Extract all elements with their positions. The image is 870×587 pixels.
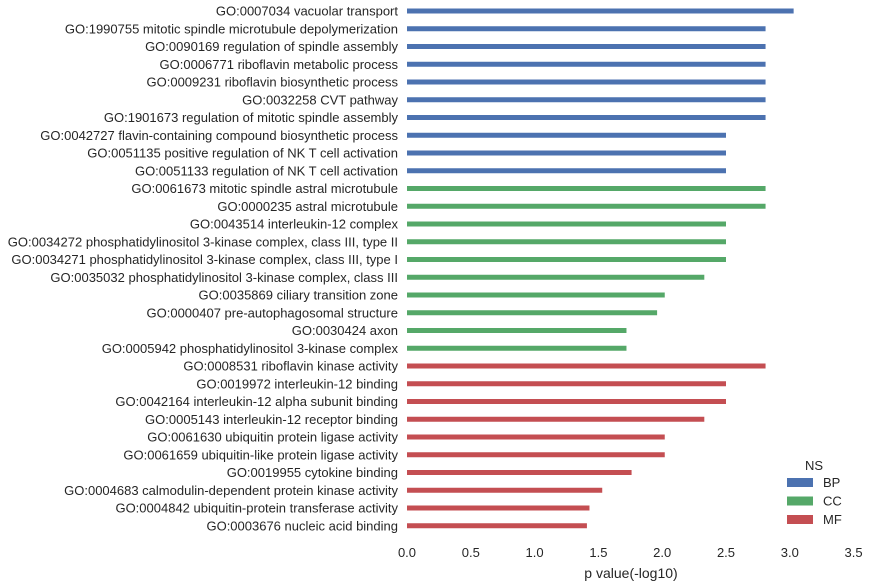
legend-label: CC	[823, 494, 842, 509]
bar	[407, 345, 627, 351]
y-tick-label: GO:0004683 calmodulin-dependent protein …	[64, 483, 398, 498]
y-tick-label: GO:0042164 interleukin-12 alpha subunit …	[115, 394, 398, 409]
bar	[407, 221, 726, 227]
y-tick-label: GO:0043514 interleukin-12 complex	[190, 217, 399, 232]
legend-title: NS	[805, 458, 823, 473]
y-tick-label: GO:0032258 CVT pathway	[242, 92, 398, 107]
bar	[407, 416, 705, 422]
bar	[407, 470, 632, 475]
bar	[407, 274, 705, 280]
bar	[407, 292, 665, 298]
y-tick-label: GO:0003676 nucleic acid binding	[206, 518, 398, 533]
legend-swatch	[787, 515, 813, 524]
bar	[407, 132, 726, 138]
y-tick-label: GO:0061659 ubiquitin-like protein ligase…	[123, 447, 398, 462]
bar	[407, 434, 665, 440]
y-tick-label: GO:0034271 phosphatidylinositol 3-kinase…	[11, 252, 398, 267]
legend-swatch	[787, 478, 813, 487]
bar	[407, 257, 726, 262]
y-tick-label: GO:0051135 positive regulation of NK T c…	[87, 146, 398, 161]
y-tick-label: GO:0035032 phosphatidylinositol 3-kinase…	[50, 270, 398, 285]
y-tick-label: GO:0042727 flavin-containing compound bi…	[40, 128, 398, 143]
bars-group	[407, 8, 794, 529]
y-tick-label: GO:0061630 ubiquitin protein ligase acti…	[147, 430, 398, 445]
y-tick-label: GO:0061673 mitotic spindle astral microt…	[131, 181, 398, 196]
y-tick-label: GO:0019972 interleukin-12 binding	[196, 376, 398, 391]
bar	[407, 97, 766, 103]
bar	[407, 239, 726, 245]
bar	[407, 115, 766, 120]
bar	[407, 452, 665, 458]
bar	[407, 399, 726, 404]
bar	[407, 150, 726, 156]
y-tick-label: GO:0051133 regulation of NK T cell activ…	[135, 163, 398, 178]
y-tick-label: GO:0005942 phosphatidylinositol 3-kinase…	[102, 341, 399, 356]
y-tick-label: GO:0000407 pre-autophagosomal structure	[147, 305, 399, 320]
bar	[407, 487, 603, 493]
x-tick-label: 1.0	[526, 545, 544, 560]
bar	[407, 8, 794, 14]
bar	[407, 505, 590, 511]
x-axis-label: p value(-log10)	[584, 565, 677, 581]
x-tick-label: 0.5	[462, 545, 480, 560]
y-tick-label: GO:0005143 interleukin-12 receptor bindi…	[145, 412, 398, 427]
bar	[407, 168, 726, 174]
y-tick-label: GO:0006771 riboflavin metabolic process	[160, 57, 399, 72]
bar	[407, 310, 658, 316]
bar	[407, 203, 766, 209]
y-tick-label: GO:0009231 riboflavin biosynthetic proce…	[147, 75, 399, 90]
y-tick-label: GO:0030424 axon	[292, 323, 398, 338]
x-tick-labels: 0.0 0.5 1.0 1.5 2.0 2.5 3.0 3.5	[398, 545, 863, 560]
legend: NS BP CC MF	[787, 458, 842, 527]
y-tick-labels: GO:0007034 vacuolar transport GO:1990755 …	[8, 4, 399, 534]
x-tick-label: 3.5	[845, 545, 863, 560]
bar	[407, 381, 726, 387]
bar	[407, 44, 766, 49]
y-tick-label: GO:0019955 cytokine binding	[227, 465, 398, 480]
legend-label: MF	[823, 512, 842, 527]
y-tick-label: GO:0034272 phosphatidylinositol 3-kinase…	[8, 234, 398, 249]
bar	[407, 61, 766, 67]
legend-swatch	[787, 496, 813, 506]
x-tick-label: 2.5	[717, 545, 735, 560]
bar	[407, 363, 766, 369]
y-tick-label: GO:1901673 regulation of mitotic spindle…	[104, 110, 399, 125]
bar	[407, 523, 587, 529]
y-tick-label: GO:0000235 astral microtubule	[217, 199, 398, 214]
x-tick-label: 3.0	[781, 545, 799, 560]
x-tick-label: 1.5	[589, 545, 607, 560]
x-tick-label: 0.0	[398, 545, 416, 560]
bar	[407, 186, 766, 191]
y-tick-label: GO:0035869 ciliary transition zone	[199, 288, 398, 303]
bar	[407, 79, 766, 85]
y-tick-label: GO:1990755 mitotic spindle microtubule d…	[65, 21, 398, 36]
y-tick-label: GO:0090169 regulation of spindle assembl…	[145, 39, 398, 54]
legend-label: BP	[823, 475, 840, 490]
x-tick-label: 2.0	[653, 545, 671, 560]
bar	[407, 328, 627, 333]
y-tick-label: GO:0004842 ubiquitin-protein transferase…	[115, 501, 398, 516]
bar	[407, 26, 766, 32]
y-tick-label: GO:0008531 riboflavin kinase activity	[183, 359, 398, 374]
y-tick-label: GO:0007034 vacuolar transport	[216, 4, 398, 19]
